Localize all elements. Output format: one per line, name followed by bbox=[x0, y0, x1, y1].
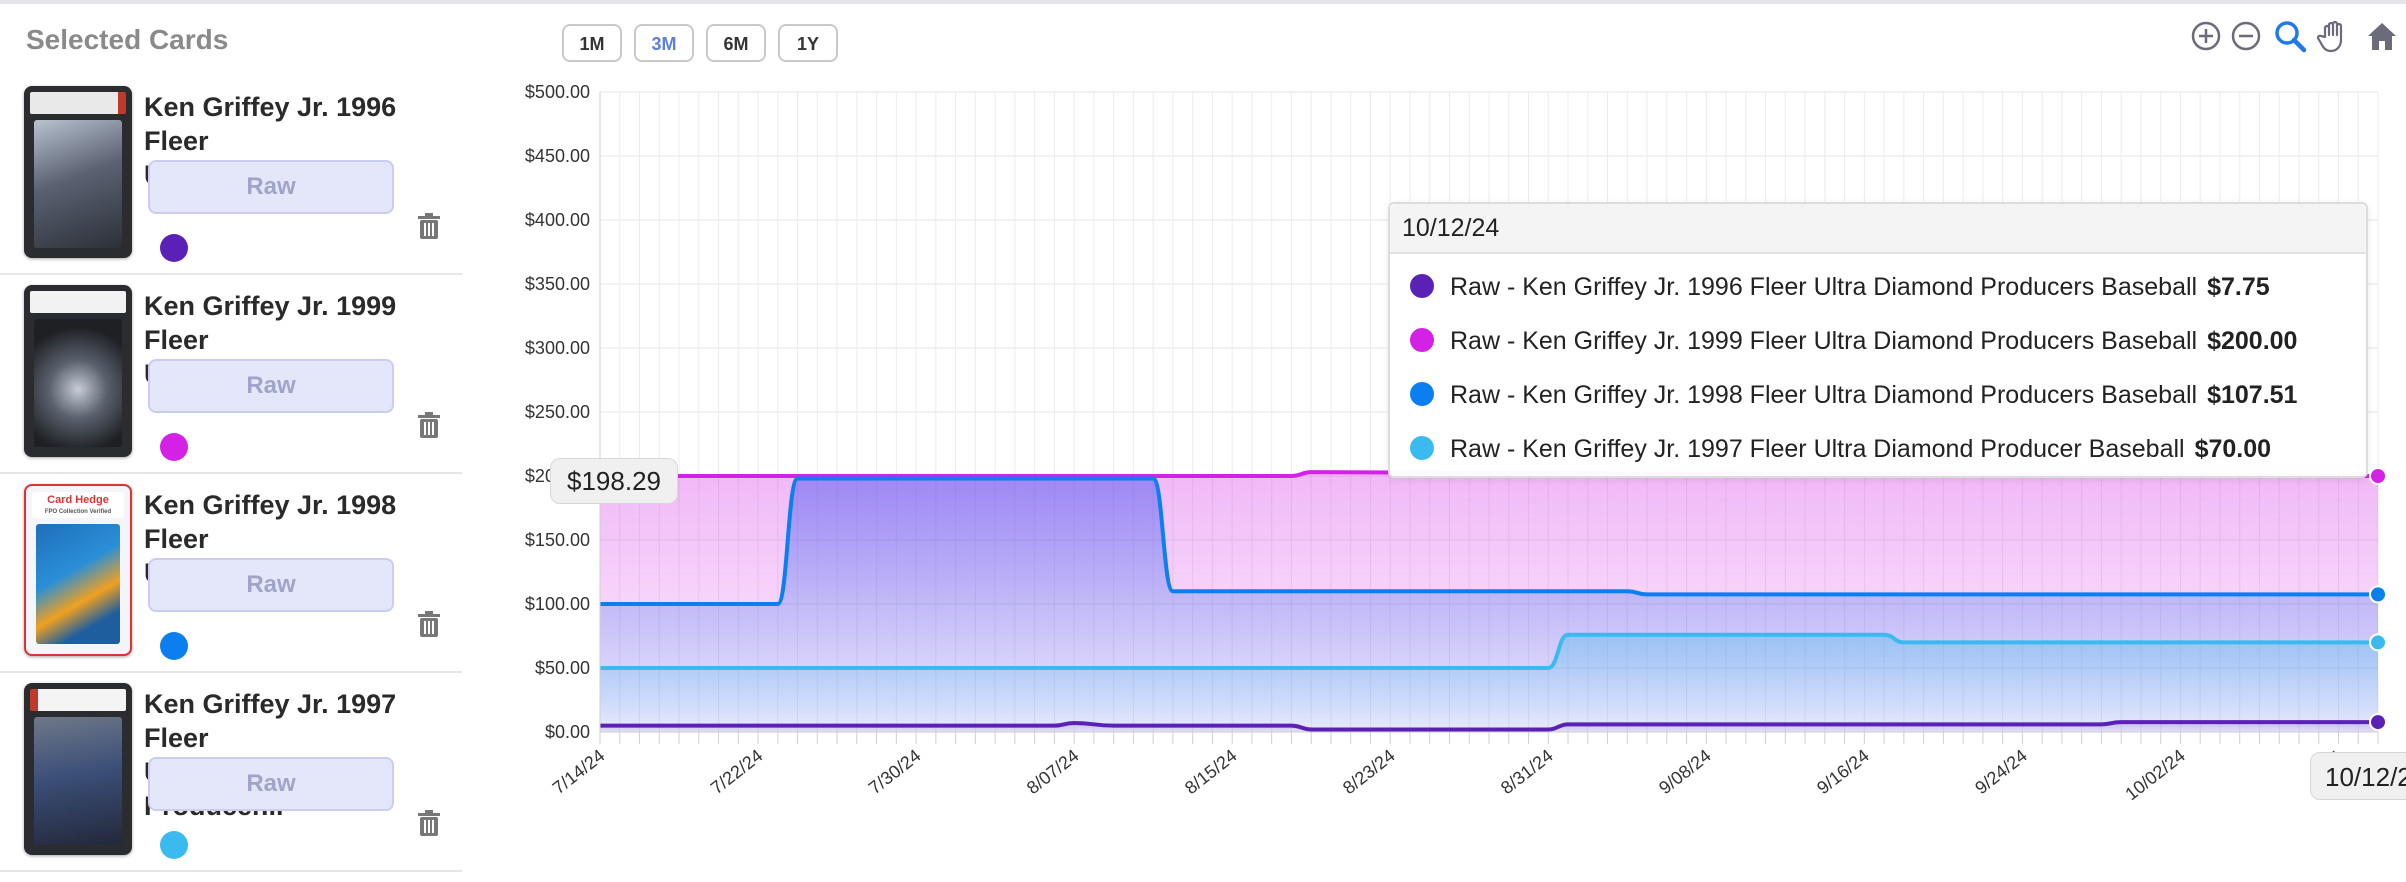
tooltip-series-dot bbox=[1410, 382, 1434, 407]
range-1m-button[interactable]: 1M bbox=[562, 24, 622, 62]
grade-select-button[interactable]: Raw bbox=[148, 160, 394, 214]
card-thumbnail[interactable] bbox=[24, 683, 132, 855]
tooltip-series-value: $200.00 bbox=[2207, 327, 2298, 355]
trash-icon[interactable] bbox=[416, 411, 442, 439]
crosshair-x-label: 10/12/24 bbox=[2310, 752, 2406, 800]
trash-icon[interactable] bbox=[416, 212, 442, 240]
y-tick-label: $50.00 bbox=[535, 658, 590, 678]
x-tick-label: 8/23/24 bbox=[1339, 745, 1399, 798]
x-tick-label: 7/22/24 bbox=[707, 745, 767, 798]
x-tick-label: 7/14/24 bbox=[549, 745, 609, 798]
y-tick-label: $500.00 bbox=[525, 82, 590, 102]
slab-label bbox=[30, 291, 126, 313]
card-photo bbox=[34, 319, 122, 447]
tooltip-series-value: $107.51 bbox=[2207, 381, 2298, 409]
selected-cards-panel: Selected Cards Ken Griffey Jr. 1996 Flee… bbox=[0, 4, 462, 882]
y-tick-label: $450.00 bbox=[525, 146, 590, 166]
tooltip-row: Raw - Ken Griffey Jr. 1996 Fleer Ultra D… bbox=[1410, 260, 2270, 314]
series-line bbox=[600, 632, 2378, 670]
chart-tooltip: 10/12/24 Raw - Ken Griffey Jr. 1996 Flee… bbox=[1388, 202, 2368, 478]
tooltip-series-dot bbox=[1410, 328, 1434, 353]
grade-select-button[interactable]: Raw bbox=[148, 757, 394, 811]
card-photo bbox=[34, 717, 122, 845]
series-color-swatch bbox=[160, 234, 188, 262]
tooltip-series-label: Raw - Ken Griffey Jr. 1996 Fleer Ultra D… bbox=[1450, 273, 2198, 301]
home-icon[interactable] bbox=[2364, 18, 2400, 54]
end-markers bbox=[2369, 467, 2387, 732]
x-tick-label: 8/07/24 bbox=[1023, 745, 1083, 798]
series-color-swatch bbox=[160, 632, 188, 660]
top-border bbox=[0, 0, 2406, 4]
tooltip-series-label: Raw - Ken Griffey Jr. 1998 Fleer Ultra D… bbox=[1450, 381, 2198, 409]
y-tick-label: $0.00 bbox=[545, 722, 590, 742]
tooltip-row: Raw - Ken Griffey Jr. 1999 Fleer Ultra D… bbox=[1410, 314, 2297, 368]
series-end-marker bbox=[2369, 585, 2387, 604]
trash-icon[interactable] bbox=[416, 610, 442, 638]
card-thumbnail[interactable] bbox=[24, 285, 132, 457]
range-1y-button[interactable]: 1Y bbox=[778, 24, 838, 62]
card-list: Ken Griffey Jr. 1996 Fleer Ultra Diamond… bbox=[0, 76, 462, 872]
card-item[interactable]: Card Hedge FPO Collection Verified Ken G… bbox=[0, 474, 462, 673]
series-color-swatch bbox=[160, 433, 188, 461]
tooltip-series-dot bbox=[1410, 436, 1434, 461]
tooltip-series-label: Raw - Ken Griffey Jr. 1997 Fleer Ultra D… bbox=[1450, 435, 2185, 463]
tooltip-row: Raw - Ken Griffey Jr. 1998 Fleer Ultra D… bbox=[1410, 368, 2297, 422]
series-line bbox=[600, 720, 2378, 732]
series-areas bbox=[600, 472, 2378, 732]
card-item[interactable]: Ken Griffey Jr. 1996 Fleer Ultra Diamond… bbox=[0, 76, 462, 275]
tooltip-date: 10/12/24 bbox=[1390, 204, 2366, 254]
series-area bbox=[600, 634, 2378, 732]
card-item[interactable]: Ken Griffey Jr. 1997 Fleer Ultra Diamond… bbox=[0, 673, 462, 872]
tooltip-series-value: $70.00 bbox=[2194, 435, 2272, 463]
card-photo bbox=[36, 524, 120, 644]
crosshair-y-label: $198.29 bbox=[550, 458, 678, 504]
tooltip-series-label: Raw - Ken Griffey Jr. 1999 Fleer Ultra D… bbox=[1450, 327, 2198, 355]
series-color-swatch bbox=[160, 831, 188, 859]
range-3m-button[interactable]: 3M bbox=[634, 24, 694, 62]
x-tick-label: 9/24/24 bbox=[1971, 745, 2031, 798]
card-thumbnail[interactable] bbox=[24, 86, 132, 258]
zoom-in-icon[interactable] bbox=[2188, 18, 2224, 54]
x-tick-label: 8/15/24 bbox=[1181, 745, 1241, 798]
slab-label bbox=[30, 92, 126, 114]
y-tick-label: $400.00 bbox=[525, 210, 590, 230]
x-tick-label: 10/02/24 bbox=[2121, 745, 2189, 804]
card-thumbnail[interactable]: Card Hedge FPO Collection Verified bbox=[24, 484, 132, 656]
x-tick-label: 8/31/24 bbox=[1497, 745, 1557, 798]
x-tick-label: 9/08/24 bbox=[1655, 745, 1715, 798]
range-6m-button[interactable]: 6M bbox=[706, 24, 766, 62]
y-tick-label: $350.00 bbox=[525, 274, 590, 294]
tooltip-series-dot bbox=[1410, 274, 1434, 299]
y-tick-label: $100.00 bbox=[525, 594, 590, 614]
sidebar-title: Selected Cards bbox=[26, 24, 229, 55]
series-line bbox=[600, 476, 2378, 606]
grade-select-button[interactable]: Raw bbox=[148, 558, 394, 612]
card-hedge-logo: Card Hedge FPO Collection Verified bbox=[32, 492, 124, 518]
y-tick-label: $150.00 bbox=[525, 530, 590, 550]
tooltip-row: Raw - Ken Griffey Jr. 1997 Fleer Ultra D… bbox=[1410, 422, 2271, 476]
x-tick-label: 7/30/24 bbox=[865, 745, 925, 798]
chart-toolbar bbox=[2188, 18, 2406, 58]
grade-select-button[interactable]: Raw bbox=[148, 359, 394, 413]
y-tick-label: $250.00 bbox=[525, 402, 590, 422]
series-end-marker bbox=[2369, 713, 2387, 732]
x-tick-label: 9/16/24 bbox=[1813, 745, 1873, 798]
zoom-out-icon[interactable] bbox=[2228, 18, 2264, 54]
pan-hand-icon[interactable] bbox=[2316, 18, 2352, 54]
card-item[interactable]: Ken Griffey Jr. 1999 Fleer Ultra Diamond… bbox=[0, 275, 462, 474]
card-photo bbox=[34, 120, 122, 248]
trash-icon[interactable] bbox=[416, 809, 442, 837]
series-end-marker bbox=[2369, 467, 2387, 485]
y-tick-label: $300.00 bbox=[525, 338, 590, 358]
slab-label bbox=[30, 689, 126, 711]
magnifier-icon[interactable] bbox=[2272, 18, 2308, 54]
series-end-marker bbox=[2369, 633, 2387, 652]
tooltip-series-value: $7.75 bbox=[2207, 273, 2270, 301]
